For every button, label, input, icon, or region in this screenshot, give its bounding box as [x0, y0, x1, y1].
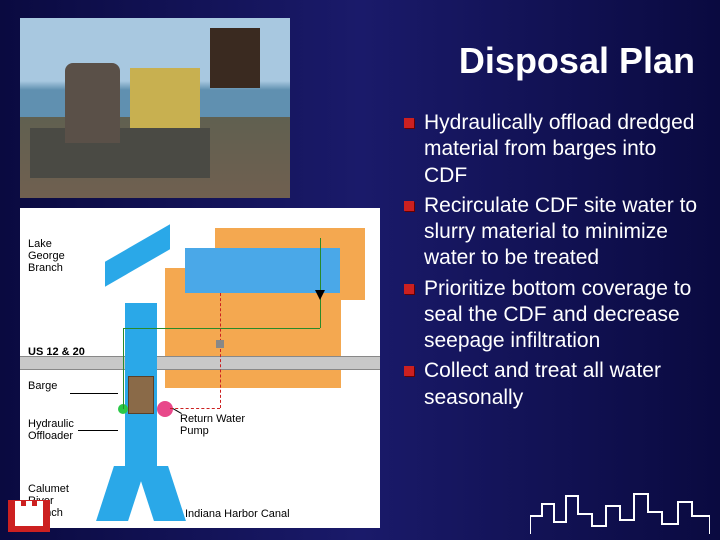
label-indiana-harbor: Indiana Harbor Canal — [185, 508, 290, 520]
bullet-item: Prioritize bottom coverage to seal the C… — [400, 276, 705, 355]
photo-tank — [65, 63, 120, 143]
castle-icon — [15, 506, 43, 526]
label-hydraulic-offloader: Hydraulic Offloader — [28, 418, 74, 442]
label-us-route: US 12 & 20 — [28, 346, 85, 358]
return-pipe-v — [220, 293, 221, 408]
supply-pipe-h — [178, 328, 320, 329]
photo-treeline — [210, 28, 260, 88]
site-diagram: Lake George Branch US 12 & 20 Barge Hydr… — [20, 208, 380, 528]
usace-logo — [8, 500, 50, 532]
dredge-photo — [20, 18, 290, 198]
lake-george-branch-water — [105, 224, 170, 287]
bullet-item: Hydraulically offload dredged material f… — [400, 110, 705, 189]
return-pipe-h — [170, 408, 220, 409]
label-lake-george: Lake George Branch — [28, 238, 65, 274]
label-barge: Barge — [28, 380, 57, 392]
skyline-icon — [530, 486, 710, 534]
supply-pipe-1 — [123, 408, 124, 409]
cdf-pond — [185, 248, 340, 293]
leader-offloader — [78, 430, 118, 431]
photo-barge — [30, 128, 210, 178]
supply-arrow-icon — [315, 290, 325, 300]
label-return-pump: Return Water Pump — [180, 413, 245, 437]
right-column: Disposal Plan Hydraulically offload dred… — [400, 40, 705, 415]
canal-branch-right — [136, 466, 186, 521]
bullet-item: Collect and treat all water seasonally — [400, 358, 705, 411]
us-route-road — [20, 356, 380, 370]
slide-title: Disposal Plan — [400, 40, 705, 82]
valve-icon — [216, 340, 224, 348]
bullet-item: Recirculate CDF site water to slurry mat… — [400, 193, 705, 272]
leader-barge — [70, 393, 118, 394]
photo-crane — [130, 68, 200, 128]
left-column: Lake George Branch US 12 & 20 Barge Hydr… — [20, 18, 380, 528]
bullet-list: Hydraulically offload dredged material f… — [400, 110, 705, 411]
supply-pipe-down — [320, 238, 321, 328]
supply-pipe — [123, 328, 178, 408]
